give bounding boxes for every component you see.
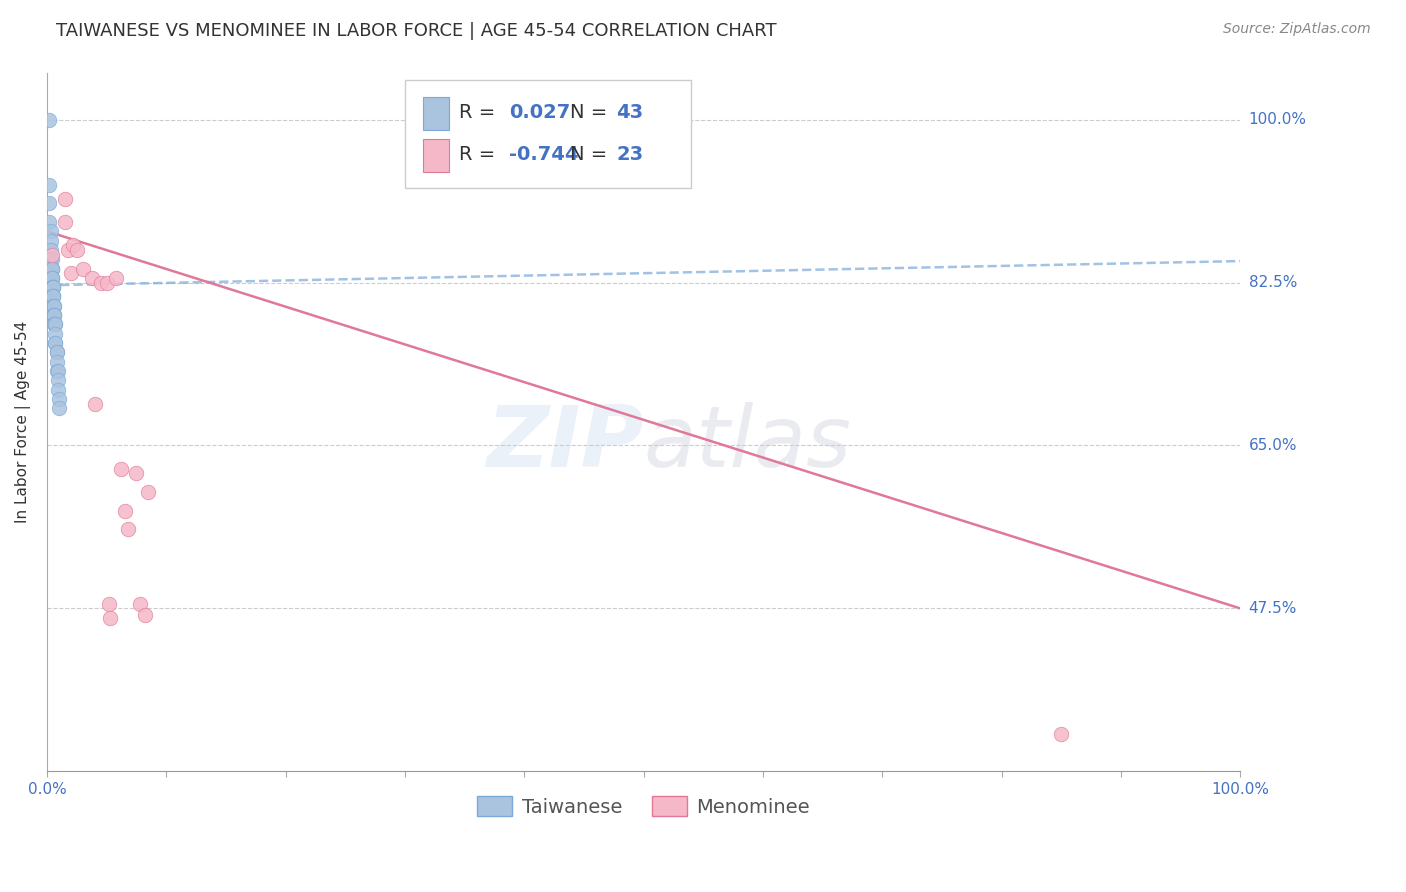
Point [44, 308, 66, 322]
Point [44, 308, 66, 322]
Point [39, 224, 62, 238]
Point [41, 252, 63, 267]
Text: Source: ZipAtlas.com: Source: ZipAtlas.com [1223, 22, 1371, 37]
Point [44, 318, 66, 332]
Point [58, 243, 80, 257]
Point [45, 345, 67, 359]
FancyBboxPatch shape [423, 97, 449, 130]
Point [42, 280, 65, 294]
Text: 43: 43 [616, 103, 644, 122]
Point [41, 280, 63, 294]
Point [45, 364, 67, 378]
Text: 47.5%: 47.5% [1249, 601, 1296, 615]
Point [129, 597, 152, 611]
Point [42, 289, 65, 303]
Point [98, 611, 121, 625]
Text: 0.027: 0.027 [509, 103, 569, 122]
Text: TAIWANESE VS MENOMINEE IN LABOR FORCE | AGE 45-54 CORRELATION CHART: TAIWANESE VS MENOMINEE IN LABOR FORCE | … [56, 22, 778, 40]
Point [98, 597, 121, 611]
Point [39, 234, 62, 248]
Text: 65.0%: 65.0% [1249, 438, 1298, 453]
Point [1050, 727, 1073, 741]
Point [41, 270, 63, 285]
Point [39, 243, 62, 257]
Point [96, 276, 118, 290]
Text: 23: 23 [616, 145, 644, 164]
Point [105, 270, 128, 285]
Point [125, 467, 148, 481]
Text: N =: N = [569, 145, 613, 164]
Y-axis label: In Labor Force | Age 45-54: In Labor Force | Age 45-54 [15, 321, 31, 524]
Point [44, 326, 66, 341]
Text: ZIP: ZIP [486, 401, 644, 484]
Point [134, 607, 156, 622]
Point [53, 215, 76, 229]
Point [41, 261, 63, 276]
Text: -0.744: -0.744 [509, 145, 578, 164]
Point [41, 270, 63, 285]
Point [114, 503, 136, 517]
Point [82, 270, 104, 285]
Text: R =: R = [458, 103, 501, 122]
Point [42, 299, 65, 313]
Point [45, 345, 67, 359]
Point [41, 270, 63, 285]
Text: 82.5%: 82.5% [1249, 275, 1296, 290]
Point [42, 289, 65, 303]
Point [39, 252, 62, 267]
Point [72, 261, 94, 276]
Point [44, 299, 66, 313]
Point [38, 112, 60, 127]
FancyBboxPatch shape [405, 80, 692, 188]
Point [46, 364, 69, 378]
Point [110, 461, 132, 475]
Point [59, 266, 82, 280]
Point [38, 196, 60, 211]
Point [38, 178, 60, 192]
Point [44, 336, 66, 351]
Point [46, 373, 69, 387]
Text: atlas: atlas [644, 401, 852, 484]
Point [44, 299, 66, 313]
Point [46, 383, 69, 397]
Point [41, 247, 63, 261]
Point [62, 238, 84, 252]
Point [44, 318, 66, 332]
Point [45, 354, 67, 368]
Point [42, 280, 65, 294]
Text: 100.0%: 100.0% [1249, 112, 1306, 127]
Point [44, 318, 66, 332]
Point [83, 396, 105, 410]
Point [48, 401, 70, 416]
Point [38, 215, 60, 229]
Point [41, 261, 63, 276]
Text: R =: R = [458, 145, 501, 164]
Point [138, 485, 160, 500]
Text: N =: N = [569, 103, 613, 122]
Point [53, 192, 76, 206]
Point [44, 308, 66, 322]
FancyBboxPatch shape [423, 139, 449, 172]
Point [42, 280, 65, 294]
Legend: Taiwanese, Menominee: Taiwanese, Menominee [470, 789, 818, 824]
Point [44, 336, 66, 351]
Point [42, 289, 65, 303]
Point [66, 243, 89, 257]
Point [90, 276, 112, 290]
Point [117, 522, 139, 536]
Point [48, 392, 70, 406]
Point [41, 261, 63, 276]
